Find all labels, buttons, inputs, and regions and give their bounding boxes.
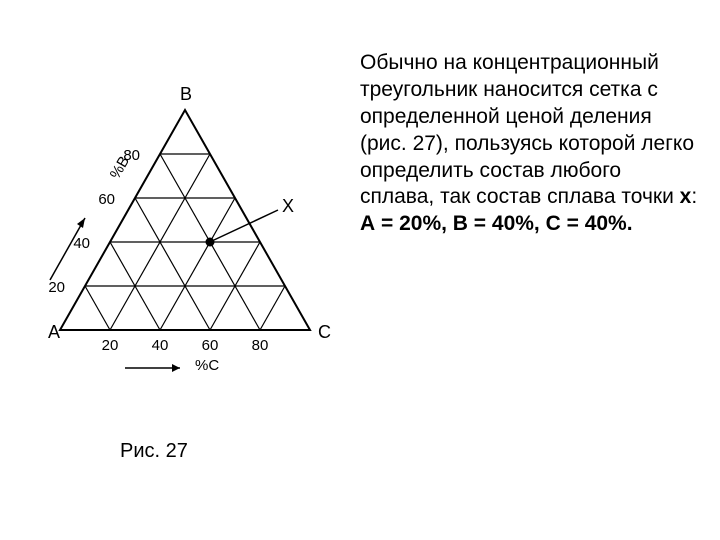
tickC-60: 60 xyxy=(202,337,219,354)
vertex-C-label: C xyxy=(318,322,331,342)
tickC-40: 40 xyxy=(152,337,169,354)
body-point-ref: х xyxy=(680,185,692,208)
vertex-A-label: A xyxy=(48,322,60,342)
triangle-outline xyxy=(60,110,310,330)
axis-C-label: %C xyxy=(195,357,219,374)
body-p1: Обычно на концентрационный треугольник н… xyxy=(360,51,694,208)
tickC-80: 80 xyxy=(252,337,269,354)
point-X-label: X xyxy=(282,196,294,216)
tickB-20: 20 xyxy=(48,279,65,296)
tickB-60: 60 xyxy=(98,191,115,208)
vertex-B-label: B xyxy=(180,84,192,104)
body-colon: : xyxy=(691,185,697,208)
point-X xyxy=(206,238,215,247)
figure-caption: Рис. 27 xyxy=(120,440,188,463)
body-text: Обычно на концентрационный треугольник н… xyxy=(360,50,700,238)
body-result: А = 20%, В = 40%, С = 40%. xyxy=(360,212,633,235)
ternary-diagram: A B C 20 40 60 80 %B 20 40 60 80 %C xyxy=(30,70,350,430)
tickB-40: 40 xyxy=(73,235,90,252)
axis-C: 20 40 60 80 %C xyxy=(102,337,269,374)
slide: A B C 20 40 60 80 %B 20 40 60 80 %C xyxy=(0,0,720,540)
ternary-svg: A B C 20 40 60 80 %B 20 40 60 80 %C xyxy=(30,70,350,410)
tickC-20: 20 xyxy=(102,337,119,354)
